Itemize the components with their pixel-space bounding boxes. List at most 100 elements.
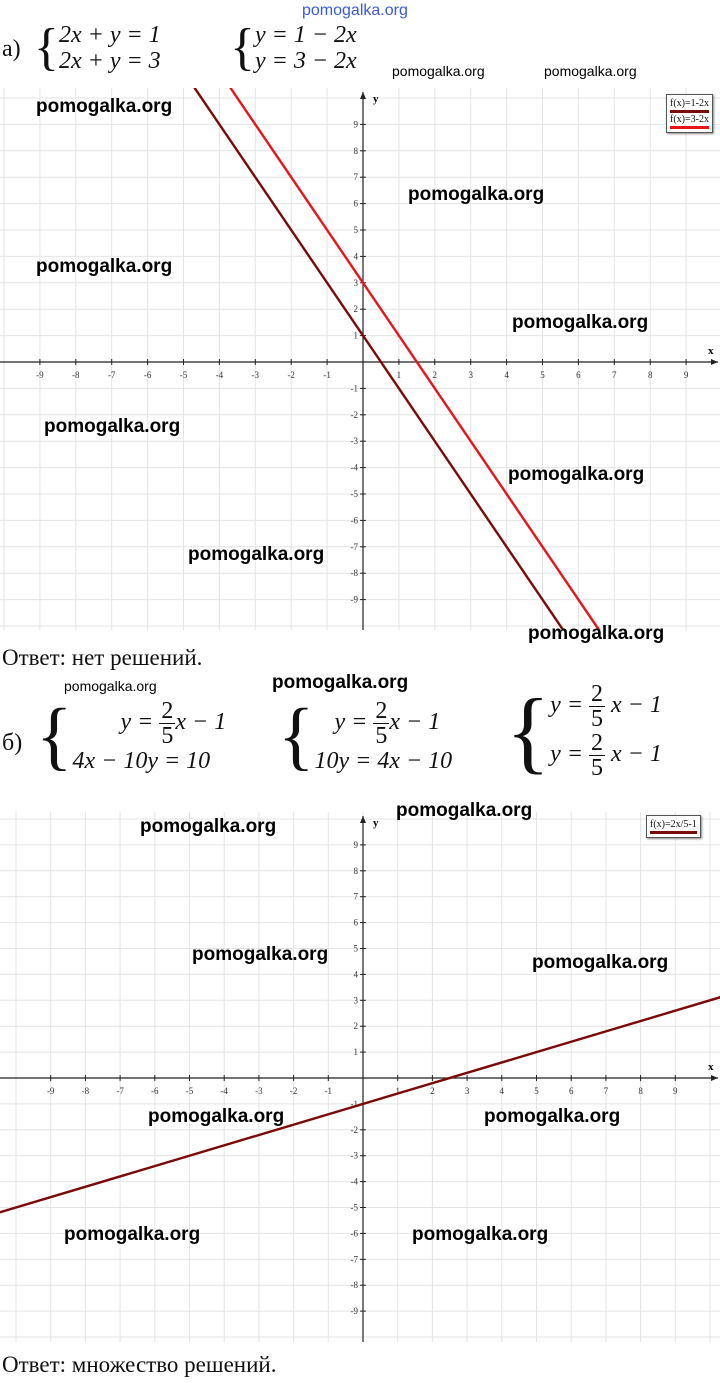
y-tick-label: -1 [351, 383, 359, 393]
y-tick-label: -2 [351, 410, 359, 420]
y-tick-label: 4 [354, 969, 359, 979]
watermark: pomogalka.org [512, 312, 649, 333]
series-line [0, 996, 720, 1214]
x-tick-label: 1 [395, 1086, 400, 1096]
equation: y = 1 − 2x [254, 22, 357, 48]
legend-entry: f(x)=2x/5-1 [650, 819, 697, 834]
series-line [229, 88, 601, 630]
watermark: pomogalka.org [508, 464, 645, 485]
x-axis-label: x [708, 345, 714, 357]
x-tick-label: 9 [673, 1086, 678, 1096]
x-tick-label: -2 [290, 1086, 298, 1096]
watermark: pomogalka.org [528, 623, 665, 644]
watermark: pomogalka.org [412, 1224, 549, 1245]
part-a-system-1: { 2x + y = 1 2x + y = 3 [34, 19, 161, 76]
x-tick-label: 9 [684, 370, 689, 380]
y-tick-label: 4 [354, 251, 359, 261]
x-tick-label: -9 [36, 370, 44, 380]
watermark: pomogalka.org [188, 544, 325, 565]
x-tick-label: -5 [180, 370, 188, 380]
chart-b-legend: f(x)=2x/5-1 [646, 815, 701, 838]
equation: 2x + y = 3 [58, 48, 161, 74]
x-tick-label: 4 [504, 370, 509, 380]
answer-b: Ответ: множество решений. [2, 1352, 277, 1377]
y-tick-label: 1 [354, 331, 359, 341]
equation: 10y = 4x − 10 [314, 747, 453, 774]
y-axis-label: y [373, 93, 379, 105]
x-tick-label: 8 [638, 1086, 643, 1096]
y-tick-label: -7 [351, 542, 359, 552]
y-tick-label: 2 [354, 1021, 359, 1031]
equation: 2x + y = 1 [58, 22, 161, 48]
watermark: pomogalka.org [532, 952, 669, 973]
watermark: pomogalka.org [408, 184, 545, 205]
y-tick-label: -1 [351, 1099, 359, 1109]
watermark: pomogalka.org [148, 1106, 285, 1127]
x-arrow-icon [711, 359, 718, 365]
x-tick-label: -7 [108, 370, 116, 380]
y-axis-label: y [373, 817, 379, 829]
equation: y = 3 − 2x [254, 48, 357, 74]
x-tick-label: -6 [144, 370, 152, 380]
watermark: pomogalka.org [484, 1106, 621, 1127]
y-tick-label: 3 [354, 278, 359, 288]
x-tick-label: -9 [47, 1086, 55, 1096]
brace-icon: { [230, 19, 255, 76]
part-a-system-2: { y = 1 − 2x y = 3 − 2x [230, 19, 357, 76]
eq-part: x − 1 [389, 708, 441, 735]
x-tick-label: 6 [576, 370, 581, 380]
site-header[interactable]: pomogalka.org [302, 2, 408, 19]
x-tick-label: 3 [468, 370, 473, 380]
legend-entry: f(x)=3-2x [670, 114, 709, 129]
x-tick-label: 1 [397, 370, 402, 380]
y-tick-label: 2 [354, 304, 359, 314]
x-tick-label: -8 [82, 1086, 90, 1096]
y-tick-label: 6 [354, 199, 359, 209]
watermark: pomogalka.org [140, 816, 277, 837]
y-tick-label: -9 [351, 1306, 359, 1316]
brace-icon: { [278, 694, 315, 778]
x-tick-label: -4 [216, 370, 224, 380]
x-tick-label: -8 [72, 370, 80, 380]
watermark: pomogalka.org [544, 63, 637, 79]
y-tick-label: -9 [351, 595, 359, 605]
y-tick-label: -6 [351, 1228, 359, 1238]
x-tick-label: 8 [648, 370, 653, 380]
y-tick-label: -5 [351, 489, 359, 499]
brace-icon: { [36, 694, 73, 778]
y-tick-label: 1 [354, 1047, 359, 1057]
eq-part: y = [120, 708, 154, 735]
x-tick-label: -3 [252, 370, 260, 380]
y-tick-label: 8 [354, 146, 359, 156]
y-tick-label: 9 [354, 119, 359, 129]
x-tick-label: 5 [534, 1086, 539, 1096]
chart-a: x y -9 -8 -7 -6 -5 -4 -3 -2 -1 1 2 3 4 5 6 7 8 9 -9 -8 -7 -6 -5 -… [0, 88, 720, 630]
y-tick-label: 5 [354, 225, 359, 235]
eq-part: x − 1 [611, 741, 662, 768]
y-tick-label: 5 [354, 944, 359, 954]
brace-icon: { [506, 680, 551, 782]
x-axis-label: x [708, 1061, 714, 1073]
watermark: pomogalka.org [44, 416, 181, 437]
x-tick-label: 6 [569, 1086, 574, 1096]
y-tick-label: 7 [354, 172, 359, 182]
watermark: pomogalka.org [392, 63, 485, 79]
y-arrow-icon [360, 816, 366, 823]
x-tick-label: 2 [430, 1086, 435, 1096]
brace-icon: { [34, 19, 59, 76]
x-tick-label: -2 [287, 370, 295, 380]
y-tick-label: -4 [351, 1177, 359, 1187]
x-tick-label: -3 [255, 1086, 263, 1096]
x-tick-label: -7 [116, 1086, 124, 1096]
eq-part: y = [550, 692, 584, 719]
x-tick-label: 7 [604, 1086, 609, 1096]
legend-entry: f(x)=1-2x [670, 98, 709, 113]
y-tick-label: -5 [351, 1203, 359, 1213]
x-tick-label: -1 [325, 1086, 333, 1096]
